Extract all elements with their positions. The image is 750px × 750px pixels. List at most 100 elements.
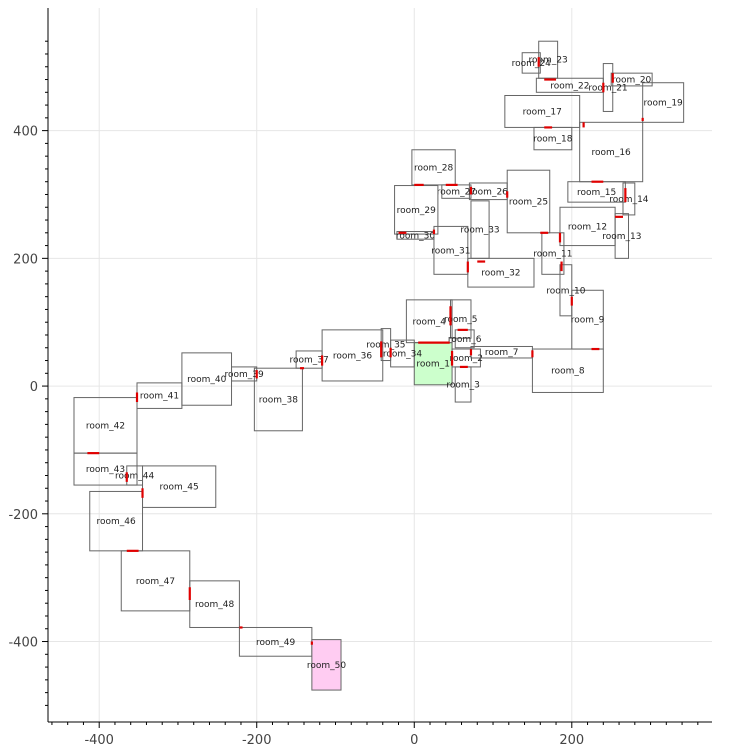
- room-rect: [541, 232, 565, 275]
- room-room-14: room_14: [609, 182, 649, 216]
- room-label: room_33: [460, 226, 499, 236]
- room-room-5: room_5: [444, 299, 478, 339]
- room-label: room_42: [86, 421, 125, 431]
- room-room-6: room_6: [448, 329, 482, 349]
- room-rect: [411, 149, 456, 186]
- room-rect: [253, 367, 303, 432]
- y-tick-label: 200: [13, 252, 38, 267]
- room-label: room_43: [86, 465, 125, 475]
- y-tick-label: -400: [8, 636, 38, 651]
- room-rect: [311, 639, 342, 691]
- room-rect: [579, 121, 644, 183]
- y-tick-label: -200: [8, 508, 38, 523]
- room-rect: [506, 169, 551, 234]
- room-label: room_17: [523, 107, 562, 117]
- room-label: room_8: [551, 367, 585, 377]
- room-label: room_41: [140, 392, 179, 402]
- room-room-20: room_20: [610, 72, 653, 87]
- room-label: room_7: [485, 348, 519, 358]
- room-rect: [189, 580, 240, 628]
- doors-layer: [87, 57, 644, 645]
- room-label: room_15: [577, 188, 616, 198]
- room-label: room_49: [256, 638, 296, 648]
- room-rect: [142, 465, 217, 508]
- room-rect: [470, 200, 490, 259]
- room-label: room_5: [444, 315, 478, 325]
- room-room-31: room_31: [431, 225, 471, 275]
- room-label: room_39: [225, 370, 265, 380]
- room-room-40: room_40: [181, 352, 233, 406]
- room-room-29: room_29: [394, 185, 439, 235]
- room-label: room_31: [431, 246, 470, 256]
- room-label: room_29: [397, 206, 437, 216]
- room-room-21: room_21: [588, 63, 628, 112]
- room-rect: [571, 289, 604, 350]
- y-tick-label: 0: [30, 380, 38, 395]
- room-rect: [521, 52, 541, 74]
- room-rect: [181, 352, 233, 406]
- room-room-13: room_13: [602, 213, 641, 259]
- room-label: room_27: [437, 188, 476, 198]
- room-label: room_46: [97, 517, 137, 527]
- room-rect: [433, 225, 469, 275]
- room-room-48: room_48: [189, 580, 240, 628]
- room-room-47: room_47: [120, 550, 191, 612]
- room-room-33: room_33: [460, 200, 500, 259]
- room-label: room_11: [533, 250, 572, 260]
- room-rect: [614, 213, 630, 259]
- room-rect: [622, 182, 636, 216]
- room-label: room_35: [366, 341, 405, 351]
- room-rect: [89, 490, 144, 552]
- room-label: room_1: [416, 360, 450, 370]
- room-label: room_14: [609, 195, 649, 205]
- room-rect: [610, 72, 653, 87]
- room-rect: [642, 82, 685, 123]
- room-label: room_20: [612, 76, 652, 86]
- room-room-43: room_43: [73, 452, 138, 486]
- room-rect: [467, 257, 535, 288]
- room-rect: [559, 264, 573, 317]
- room-label: room_21: [588, 84, 627, 94]
- room-room-46: room_46: [89, 490, 144, 552]
- room-label: room_26: [469, 187, 509, 197]
- room-label: room_30: [396, 231, 436, 241]
- room-label: room_4: [412, 317, 446, 327]
- grid-lines: [48, 8, 712, 722]
- room-label: room_44: [115, 471, 155, 481]
- room-label: room_16: [592, 148, 632, 158]
- room-label: room_34: [383, 350, 423, 360]
- room-room-39: room_39: [225, 366, 265, 382]
- room-room-45: room_45: [142, 465, 217, 508]
- room-label: room_38: [259, 395, 299, 405]
- room-label: room_25: [509, 198, 548, 208]
- room-label: room_40: [187, 375, 227, 385]
- room-label: room_45: [160, 483, 199, 493]
- room-room-36: room_36: [321, 329, 384, 382]
- room-room-42: room_42: [73, 397, 138, 454]
- room-label: room_36: [333, 351, 373, 361]
- room-room-10: room_10: [546, 264, 586, 317]
- room-label: room_28: [414, 163, 454, 173]
- room-rect: [468, 182, 508, 201]
- x-tick-label: 200: [559, 733, 584, 748]
- room-label: room_37: [289, 356, 328, 366]
- room-label: room_48: [195, 600, 235, 610]
- room-label: room_2: [449, 354, 483, 364]
- room-label: room_3: [446, 380, 480, 390]
- room-room-11: room_11: [533, 232, 573, 275]
- room-label: room_9: [571, 316, 605, 326]
- room-rect: [531, 348, 604, 393]
- room-rect: [73, 452, 138, 486]
- rooms-layer: room_1room_2room_3room_4room_5room_6room…: [73, 40, 685, 691]
- room-label: room_13: [602, 232, 641, 242]
- room-room-17: room_17: [504, 94, 581, 128]
- room-room-8: room_8: [531, 348, 604, 393]
- room-label: room_22: [550, 81, 589, 91]
- room-room-24: room_24: [512, 52, 551, 74]
- room-room-50: room_50: [307, 639, 346, 691]
- room-room-19: room_19: [642, 82, 685, 123]
- x-tick-label: -400: [84, 733, 114, 748]
- room-label: room_47: [136, 577, 175, 587]
- room-label: room_10: [546, 286, 586, 296]
